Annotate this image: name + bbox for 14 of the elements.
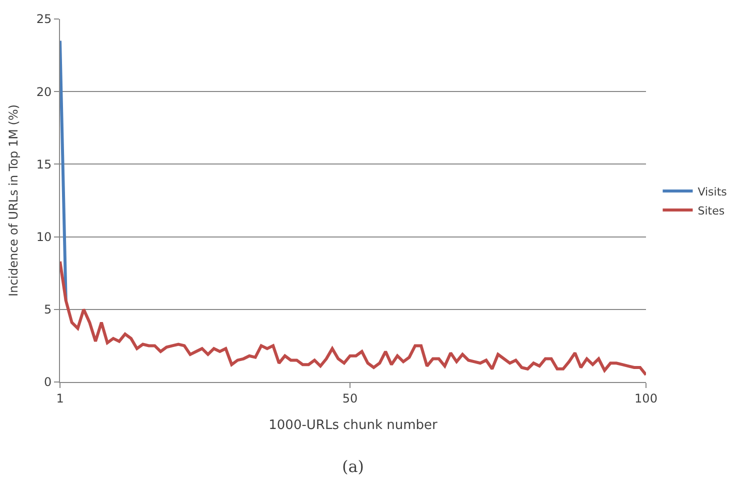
y-tick-label: 15	[36, 157, 52, 172]
y-tick-label: 25	[36, 12, 52, 26]
legend-label: Visits	[698, 185, 728, 198]
x-tick-label: 100	[634, 391, 658, 406]
legend-label: Sites	[698, 204, 725, 218]
x-axis-title: 1000-URLs chunk number	[268, 418, 438, 433]
x-tick-label: 50	[342, 391, 358, 406]
y-tick-label: 20	[36, 84, 52, 99]
x-tick-label: 1	[56, 391, 64, 406]
y-tick-label: 10	[36, 230, 52, 244]
y-axis-title: Incidence of URLs in Top 1M (%)	[6, 104, 21, 297]
text: (a)	[342, 457, 364, 476]
y-tick-label: 5	[44, 302, 52, 317]
y-tick-label: 0	[44, 375, 52, 390]
